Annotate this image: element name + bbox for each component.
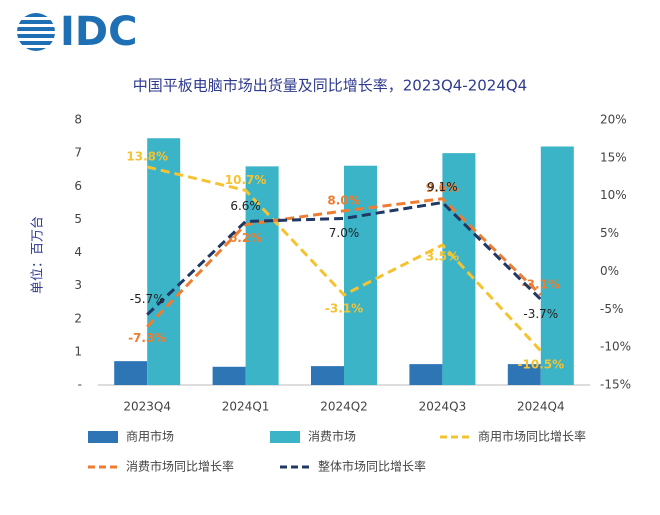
- value-label: -5.7%: [130, 292, 165, 306]
- x-tick-label: 2024Q2: [320, 400, 368, 414]
- y-tick-label: 2: [74, 311, 82, 325]
- bar: [147, 138, 181, 385]
- value-label: -10.5%: [517, 357, 564, 371]
- y-tick-label: 7: [74, 146, 82, 160]
- value-label: 9.6%: [426, 181, 459, 195]
- value-label: -3.1%: [522, 277, 560, 291]
- y2-tick-label: 20%: [600, 113, 627, 127]
- y2-tick-label: -5%: [600, 302, 623, 316]
- line: [146, 200, 542, 316]
- legend-label: 消费市场同比增长率: [126, 459, 234, 474]
- bar: [540, 146, 574, 385]
- logo: IDC: [17, 9, 137, 55]
- value-label: 9.1%: [427, 180, 458, 194]
- y-tick-label: 8: [74, 113, 82, 127]
- logo-text: IDC: [60, 9, 137, 55]
- value-label: 8.0%: [327, 193, 360, 207]
- bar: [409, 364, 443, 385]
- value-label: 7.0%: [329, 226, 360, 240]
- y2-tick-label: -10%: [600, 340, 631, 354]
- y-tick-label: 4: [74, 245, 82, 259]
- bar: [442, 153, 476, 385]
- legend-item: 消费市场: [270, 429, 356, 444]
- legend-label: 整体市场同比增长率: [318, 459, 426, 474]
- y-tick-label: 5: [74, 212, 82, 226]
- x-tick-label: 2024Q1: [222, 400, 270, 414]
- y-tick-label: 6: [74, 179, 82, 193]
- y2-tick-label: 15%: [600, 150, 627, 164]
- value-label: -3.7%: [523, 307, 558, 321]
- y-tick-label: -: [78, 378, 82, 392]
- bar: [245, 166, 279, 385]
- bar: [344, 165, 377, 385]
- y2-tick-label: 10%: [600, 188, 627, 202]
- value-label: 13.8%: [126, 149, 168, 163]
- legend-label: 消费市场: [308, 429, 356, 444]
- chart-title: 中国平板电脑市场出货量及同比增长率，2023Q4-2024Q4: [133, 77, 527, 95]
- y-tick-label: 1: [74, 344, 82, 358]
- x-tick-label: 2024Q3: [419, 400, 467, 414]
- y-tick-label: 3: [74, 278, 82, 292]
- legend-swatch: [88, 431, 118, 443]
- bar: [311, 366, 344, 385]
- value-label: 6.2%: [229, 231, 262, 245]
- legend-item: 整体市场同比增长率: [280, 459, 426, 474]
- legend-label: 商用市场同比增长率: [478, 429, 586, 444]
- bar: [507, 364, 541, 385]
- legend-item: 商用市场同比增长率: [440, 429, 586, 444]
- bar: [212, 366, 246, 385]
- y2-tick-label: 0%: [600, 264, 619, 278]
- line: [146, 165, 542, 352]
- y2-tick-label: 5%: [600, 226, 619, 240]
- x-tick-label: 2024Q4: [517, 400, 565, 414]
- value-label: 6.6%: [230, 199, 261, 213]
- legend-swatch: [270, 431, 300, 443]
- legend-item: 商用市场: [88, 429, 174, 444]
- value-label: -3.1%: [325, 301, 363, 315]
- x-tick-label: 2023Q4: [123, 400, 171, 414]
- y-axis-label: 单位：百万台: [31, 216, 46, 294]
- legend-item: 消费市场同比增长率: [88, 459, 234, 474]
- value-label: 10.7%: [225, 173, 267, 187]
- line: [146, 197, 542, 328]
- y2-tick-label: -15%: [600, 378, 631, 392]
- legend-label: 商用市场: [126, 429, 174, 444]
- value-label: -7.3%: [128, 331, 166, 345]
- value-label: 3.5%: [426, 249, 459, 263]
- bar: [114, 361, 148, 385]
